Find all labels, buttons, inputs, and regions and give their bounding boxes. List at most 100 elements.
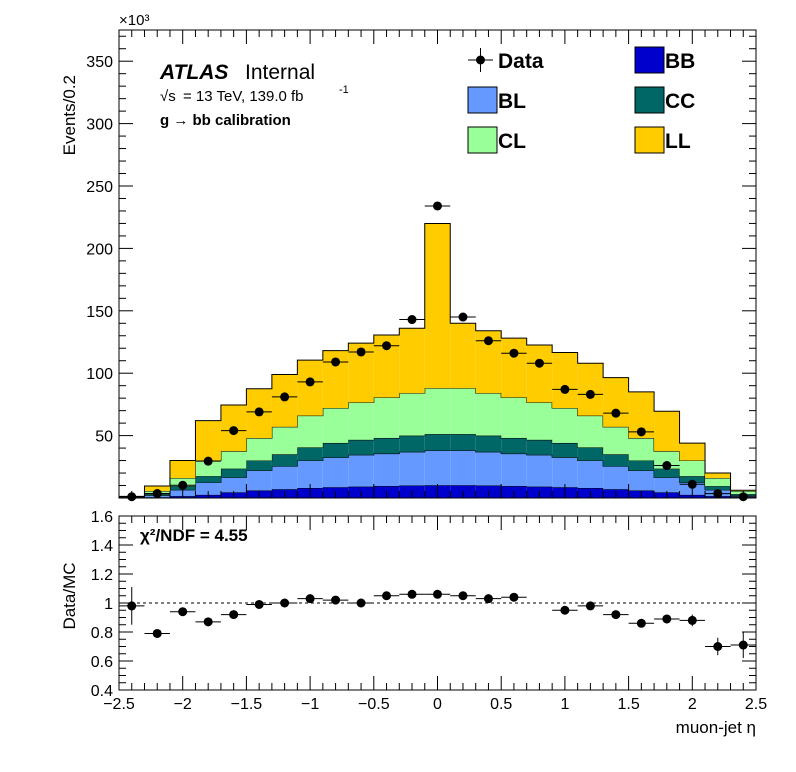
data-points <box>119 201 756 502</box>
ratio-point-bin-24 <box>713 642 723 651</box>
data-point-bin-7 <box>305 377 315 387</box>
bar-ll-bin-15 <box>501 338 527 398</box>
data-point-bin-18 <box>585 389 595 399</box>
data-point-bin-21 <box>662 461 672 471</box>
x-tick-label: −2.5 <box>103 696 135 713</box>
legend-swatch-cc <box>634 86 665 114</box>
x-tick-label: 2 <box>688 696 697 713</box>
data-point-bin-15 <box>509 348 519 358</box>
ratio-y-axis-label: Data/MC <box>60 562 79 629</box>
bar-cc-bin-4 <box>220 468 247 478</box>
legend-label-bb: BB <box>665 50 695 73</box>
ratio-point-bin-5 <box>229 610 239 620</box>
legend: Data BB BL CC CL LL <box>467 46 695 154</box>
bar-bl-bin-5 <box>246 470 272 491</box>
ratio-point-bin-18 <box>560 605 570 615</box>
ratio-y-tick-label: 0.4 <box>91 683 113 700</box>
bar-ll-bin-2 <box>169 460 196 479</box>
bar-ll-bin-22 <box>679 443 706 461</box>
bar-cl-bin-6 <box>271 426 298 455</box>
bar-cc-bin-23 <box>705 486 731 490</box>
bar-cl-bin-17 <box>552 408 578 443</box>
internal-text: Internal <box>245 61 315 84</box>
legend-swatch-ll <box>634 126 665 154</box>
ratio-point-bin-12 <box>407 589 417 599</box>
y-axis-label: Events/0.2 <box>60 75 79 155</box>
bar-bl-bin-21 <box>654 477 680 493</box>
x-tick-label: 0.5 <box>490 696 512 713</box>
x-tick-label: −1 <box>301 696 319 713</box>
bar-ll-bin-18 <box>577 363 604 416</box>
bar-cl-bin-18 <box>577 415 604 448</box>
data-point-bin-4 <box>229 426 239 436</box>
ratio-plot-axes: 0.4 0.6 0.8 1 1.2 1.4 1.6 −2.5 −2 −1.5 −1 −0.5 0 0.5 1… <box>91 509 767 713</box>
ratio-point-bin-7 <box>280 598 290 608</box>
bar-cl-bin-7 <box>297 415 323 448</box>
bar-cc-bin-9 <box>348 439 374 455</box>
data-point-bin-14 <box>483 336 493 346</box>
y-tick-label: 250 <box>86 179 113 196</box>
ratio-point-bin-16 <box>509 592 519 602</box>
bar-cc-bin-3 <box>195 476 221 483</box>
ratio-point-bin-19 <box>585 601 595 611</box>
bar-cc-bin-7 <box>297 447 323 461</box>
x-tick-label: −2 <box>174 696 192 713</box>
bar-bl-bin-18 <box>577 460 604 489</box>
atlas-label: ATLAS Internal √s = 13 TeV, 139.0 fb -1 … <box>159 61 349 129</box>
bar-cc-bin-16 <box>526 439 553 455</box>
ratio-point-bin-10 <box>356 598 366 608</box>
x-tick-label: −1.5 <box>231 696 263 713</box>
data-point-bin-9 <box>356 347 366 357</box>
ratio-point-bin-2 <box>152 628 162 638</box>
ratio-y-tick-label: 1.6 <box>91 509 113 526</box>
ratio-y-tick-label: 1.4 <box>91 538 113 555</box>
bar-cc-bin-14 <box>475 435 502 452</box>
bar-ll-bin-12 <box>424 223 451 389</box>
bar-cc-bin-19 <box>603 454 629 467</box>
ratio-y-tick-label: 1 <box>104 596 113 613</box>
data-point-bin-16 <box>534 358 544 368</box>
x-tick-label: 2.5 <box>745 696 767 713</box>
bar-ll-bin-16 <box>526 344 553 403</box>
bar-cl-bin-4 <box>220 451 247 469</box>
legend-swatch-bl <box>467 86 498 114</box>
bar-cc-bin-6 <box>271 454 298 467</box>
bar-cl-bin-19 <box>603 426 629 455</box>
data-point-bin-3 <box>203 456 213 466</box>
bar-cc-bin-22 <box>679 476 706 483</box>
bar-ll-bin-13 <box>450 323 476 389</box>
data-point-bin-10 <box>382 341 392 351</box>
bar-bl-bin-10 <box>373 453 400 487</box>
bar-bl-bin-19 <box>603 466 629 490</box>
ratio-point-bin-13 <box>433 589 442 599</box>
ratio-point-bin-21 <box>636 618 646 628</box>
bar-cl-bin-8 <box>322 408 349 443</box>
ratio-y-tick-label: 0.8 <box>91 625 113 642</box>
bar-cc-bin-18 <box>577 447 604 461</box>
bar-cc-bin-11 <box>399 435 425 452</box>
bar-cc-bin-13 <box>450 434 476 451</box>
energy-superscript: -1 <box>339 84 349 96</box>
ratio-point-bin-22 <box>662 614 672 624</box>
bar-cc-bin-15 <box>501 437 527 454</box>
bar-bl-bin-8 <box>322 457 349 488</box>
bar-ll-bin-21 <box>654 411 680 452</box>
chi2-label: χ²/NDF = 4.55 <box>140 526 248 545</box>
legend-label-cc: CC <box>665 90 695 113</box>
ratio-point-bin-8 <box>305 594 315 604</box>
bar-ll-bin-19 <box>603 377 629 427</box>
bar-ll-bin-11 <box>399 328 425 394</box>
data-point-bin-6 <box>280 392 290 402</box>
data-point-bin-8 <box>331 357 341 367</box>
bar-cl-bin-15 <box>501 397 527 438</box>
y-tick-label: 300 <box>86 117 113 134</box>
data-point-bin-19 <box>611 408 621 418</box>
y-tick-label: 350 <box>86 54 113 71</box>
x-axis-label: muon-jet η <box>676 718 756 737</box>
x-tick-label: 1 <box>560 696 569 713</box>
bar-bl-bin-4 <box>220 477 247 493</box>
bar-cl-bin-11 <box>399 393 425 436</box>
bar-ll-bin-23 <box>705 473 731 479</box>
ratio-point-bin-9 <box>331 595 341 605</box>
